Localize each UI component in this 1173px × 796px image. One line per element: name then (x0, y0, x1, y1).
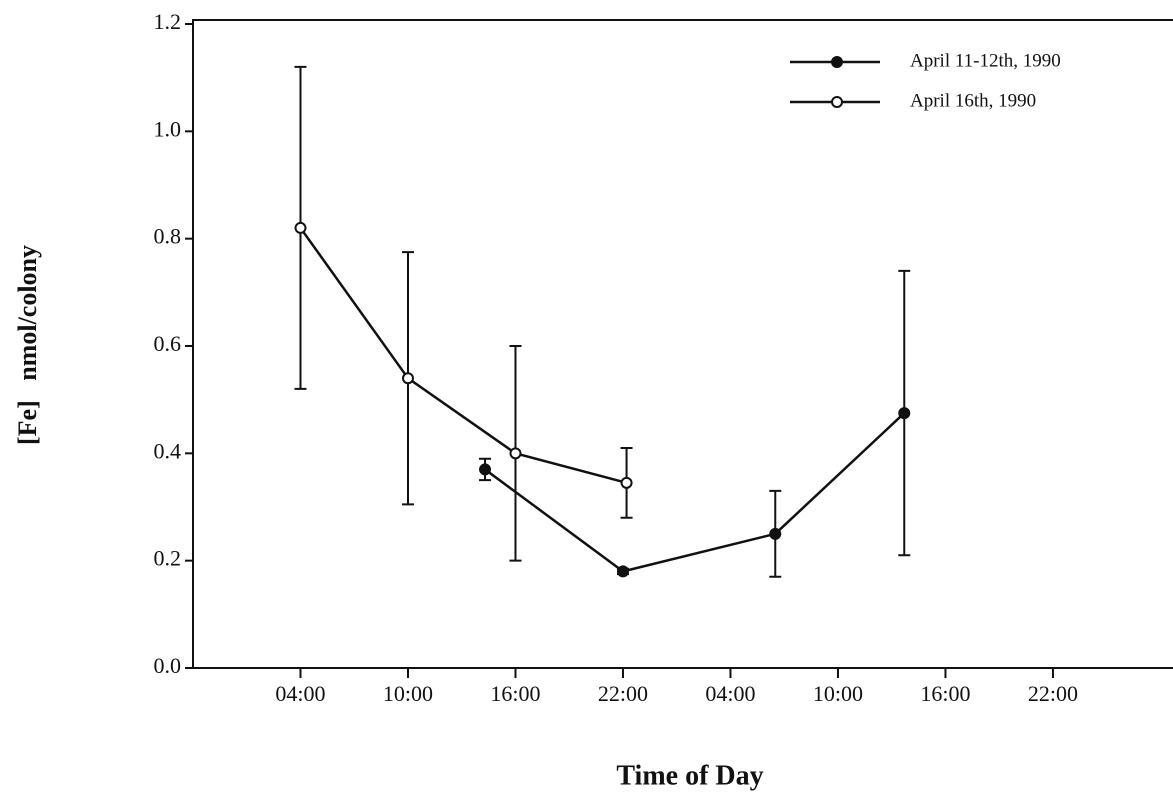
axis-frame (192, 19, 1173, 669)
series-line (484, 412, 906, 573)
legend-label: April 11-12th, 1990 (910, 50, 1061, 71)
legend-label: April 16th, 1990 (910, 90, 1036, 111)
y-tick-label: 0.2 (154, 546, 182, 571)
x-tick-label: 10:00 (813, 681, 863, 706)
data-point (479, 463, 492, 476)
data-point (509, 447, 522, 460)
x-axis-label: Time of Day (616, 760, 763, 791)
data-point (401, 372, 414, 385)
series-line (299, 227, 627, 485)
data-point (620, 476, 633, 489)
x-tick-label: 22:00 (1028, 681, 1078, 706)
y-tick-label: 0.6 (154, 331, 182, 356)
x-tick-label: 04:00 (275, 681, 325, 706)
data-point (769, 527, 782, 540)
x-tick-label: 10:00 (383, 681, 433, 706)
y-axis-label: [Fe] nmol/colony (13, 245, 42, 445)
y-tick-label: 0.4 (154, 438, 182, 463)
y-tick-label: 0.0 (154, 653, 182, 678)
y-tick-label: 0.8 (154, 224, 182, 249)
x-tick-label: 22:00 (598, 681, 648, 706)
legend-marker (831, 96, 843, 108)
data-point (898, 407, 911, 420)
y-tick-label: 1.0 (154, 116, 182, 141)
data-point (616, 565, 629, 578)
legend-marker (831, 56, 843, 68)
x-tick-label: 16:00 (490, 681, 540, 706)
x-tick-label: 04:00 (705, 681, 755, 706)
x-tick-label: 16:00 (920, 681, 970, 706)
y-tick-label: 1.2 (154, 9, 182, 34)
data-point (294, 221, 307, 234)
